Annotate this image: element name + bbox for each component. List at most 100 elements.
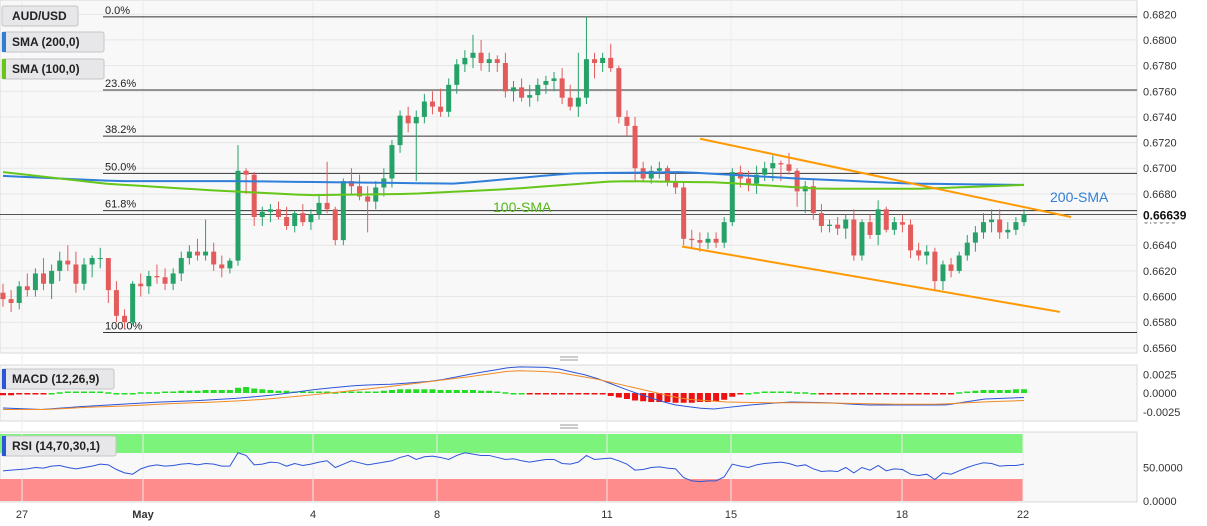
macd-histogram-bar [883,393,890,395]
fib-level-label: 61.8% [105,199,136,211]
macd-histogram-bar [316,391,323,393]
macd-signal-line [3,370,1025,410]
macd-histogram-bar [461,390,468,393]
candle [575,52,581,117]
macd-histogram-bar [794,392,801,394]
macd-histogram-bar [348,391,355,393]
candle [745,170,751,192]
candle [348,168,354,194]
candle [851,209,857,261]
candle [762,161,768,182]
macd-histogram-bar [810,393,817,395]
candle [616,65,622,124]
macd-histogram-bar [526,393,533,395]
candle [624,110,630,137]
time-tick-label: May [132,509,154,521]
macd-histogram-bar [721,393,728,400]
candle [1005,222,1011,239]
candle [705,232,711,250]
candle [462,50,468,73]
candle [73,251,79,293]
macd-histogram-bar [210,390,217,393]
macd-histogram-bar [178,390,185,393]
macd-histogram-bar [469,390,476,393]
macd-histogram-bar [56,392,63,394]
candle [948,258,954,278]
candle [494,55,500,73]
macd-histogram-bar [259,389,266,393]
macd-histogram-bar [696,393,703,402]
macd-histogram-bar [786,391,793,393]
pane-resize-handle[interactable] [560,356,578,361]
macd-histogram-bar [534,393,541,395]
svg-text:SMA (200,0): SMA (200,0) [12,35,80,49]
macd-histogram-bar [964,391,971,393]
macd-histogram-bar [48,393,55,395]
fib-level-label: 23.6% [105,78,136,90]
rsi-oversold-zone [0,479,1023,501]
sma-200-line [2,171,1025,186]
legend-sma-100[interactable]: SMA (100,0) [1,58,105,80]
candle [535,78,541,102]
candle [446,78,452,117]
fib-level-label: 100.0% [105,320,143,332]
macd-histogram-bar [40,393,47,395]
macd-histogram-bar [486,390,493,393]
candle [81,258,87,291]
candle [478,39,484,71]
candle [65,245,71,271]
macd-histogram-bar [680,393,687,403]
candle [227,258,233,274]
macd-histogram-bar [591,393,598,395]
macd-histogram-bar [826,393,833,395]
macd-histogram-bar [858,393,865,395]
symbol-tag[interactable]: AUD/USD [1,5,79,27]
candle [146,270,152,294]
price-tick-label: 0.6760 [1143,86,1177,98]
macd-histogram-bar [283,390,290,393]
macd-histogram-bar [656,393,663,402]
candle [429,91,435,115]
macd-histogram-bar [1012,389,1019,393]
macd-histogram-bar [802,392,809,394]
macd-histogram-bar [121,393,128,395]
rsi-tick-label: 50.0000 [1143,463,1183,475]
candle [186,245,192,265]
macd-tick-label: 0.0025 [1143,369,1177,381]
macd-histogram-bar [129,393,136,395]
sma-100-line [2,171,1025,197]
candle [859,219,865,261]
candle [16,281,22,310]
candle [729,168,735,226]
macd-line [2,366,1025,410]
candle [284,206,290,230]
candle [170,268,176,291]
price-tick-label: 0.6780 [1143,61,1177,73]
macd-histogram-bar [623,393,630,399]
candle [511,80,516,102]
macd-histogram-bar [0,393,6,396]
macd-histogram-bar [559,393,566,395]
macd-histogram-bar [753,392,760,394]
legend-sma-200[interactable]: SMA (200,0) [1,31,105,53]
macd-histogram-bar [453,390,460,393]
price-tick-label: 0.6700 [1143,163,1177,175]
macd-histogram-bar [850,393,857,395]
legend-rsi[interactable]: RSI (14,70,30,1) [1,435,117,457]
candle [664,165,670,187]
macd-histogram-bar [299,391,306,393]
price-tick-label: 0.6640 [1143,240,1177,252]
candle [122,309,128,329]
macd-histogram-bar [583,393,590,395]
candle [754,165,760,194]
candle [656,161,662,179]
candle [97,247,103,269]
legend-macd[interactable]: MACD (12,26,9) [1,368,115,390]
macd-histogram-bar [105,392,112,394]
candle [502,52,508,98]
pane-resize-handle[interactable] [560,424,578,429]
candle [673,172,679,194]
macd-histogram-bar [89,391,96,393]
macd-histogram-bar [777,391,784,393]
